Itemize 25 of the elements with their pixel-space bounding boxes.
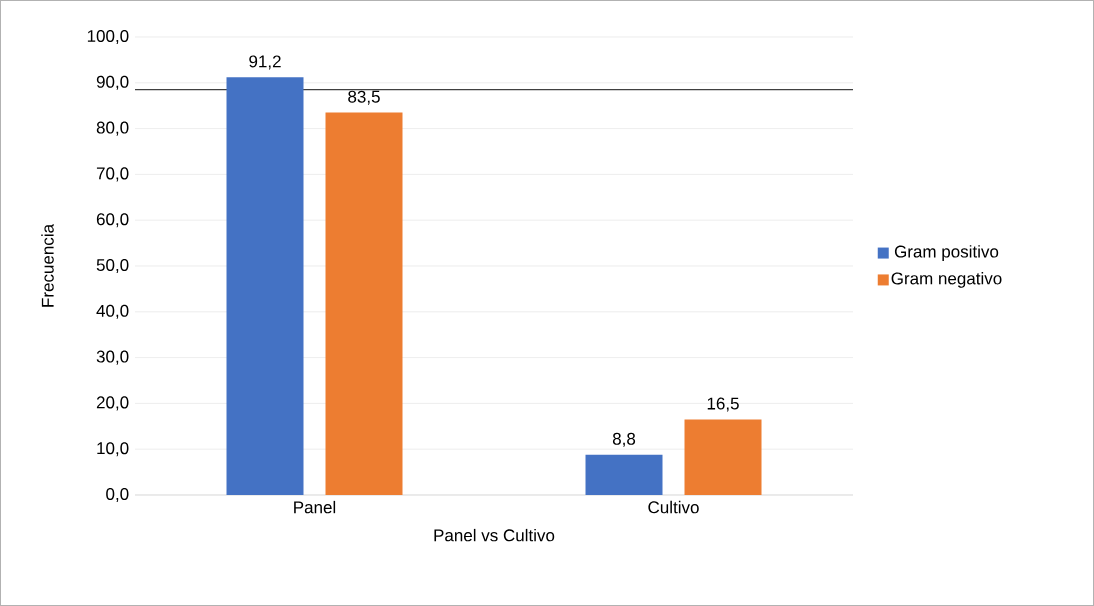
- x-axis-title: Panel vs Cultivo: [434, 528, 555, 542]
- legend-label: Gram negativo: [891, 272, 1002, 288]
- legend-label: Gram positivo: [894, 245, 999, 261]
- y-tick-label: 90,0: [96, 75, 129, 90]
- y-tick-label: 70,0: [96, 167, 129, 182]
- y-tick-label: 0,0: [106, 487, 129, 503]
- y-tick-label: 50,0: [96, 258, 129, 274]
- y-tick-label: 80,0: [96, 121, 129, 136]
- data-label: 91,2: [249, 55, 281, 70]
- y-tick-label: 100,0: [87, 29, 129, 45]
- y-tick-label: 20,0: [96, 396, 129, 411]
- y-tick-label: 10,0: [97, 442, 129, 457]
- data-label: 83,5: [348, 90, 380, 105]
- y-tick-label: 40,0: [96, 304, 129, 319]
- x-tick-label: Cultivo: [648, 500, 699, 514]
- data-label: 8,8: [612, 432, 636, 447]
- bar: [226, 77, 304, 495]
- data-label: 16,5: [707, 397, 739, 412]
- y-axis-title: Frecuencia: [41, 223, 54, 307]
- bar: [684, 419, 762, 495]
- bar: [585, 454, 663, 495]
- y-tick-label: 60,0: [96, 213, 129, 228]
- x-tick-label: Panel: [294, 500, 336, 514]
- y-tick-label: 30,0: [96, 350, 129, 365]
- bar: [325, 112, 403, 495]
